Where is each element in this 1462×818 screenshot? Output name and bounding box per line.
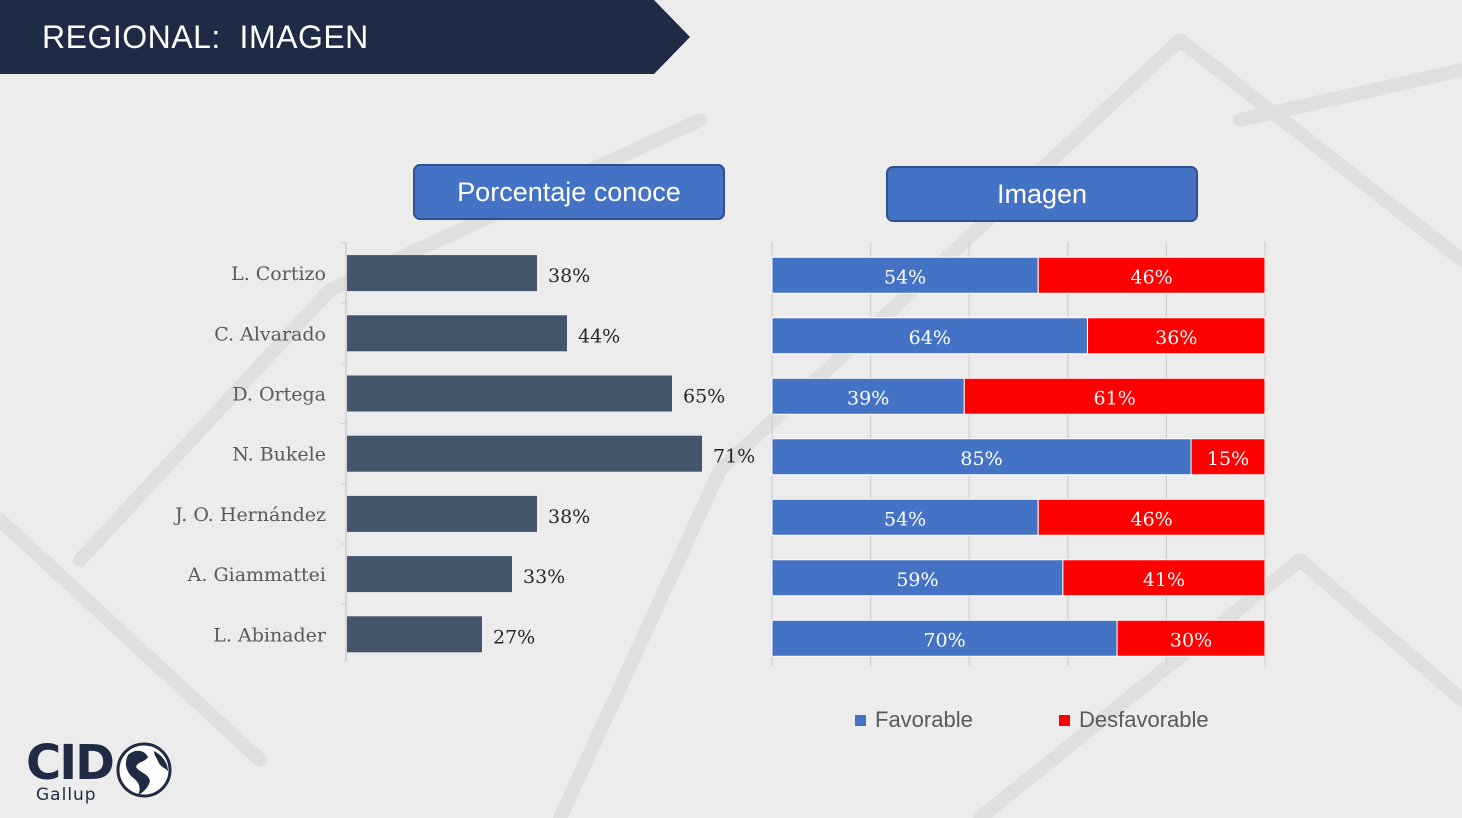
conoce-data-label: 38% [548,506,590,528]
desfavorable-bar [1062,559,1266,597]
favorable-data-label: 54% [884,266,926,288]
legend-desfavorable: Desfavorable [1059,707,1209,733]
conoce-category-label: L. Abinader [213,624,327,646]
favorable-data-label: 54% [884,508,926,530]
favorable-bar [771,256,1039,294]
page-title: REGIONAL: IMAGEN [42,19,369,55]
conoce-category-label: N. Bukele [232,444,326,466]
desfavorable-data-label: 15% [1207,448,1249,470]
conoce-bar [347,375,672,412]
legend-favorable-swatch [855,714,866,726]
conoce-data-label: 27% [493,626,535,648]
favorable-data-label: 39% [847,387,889,409]
conoce-data-label: 71% [713,446,755,468]
favorable-data-label: 70% [923,629,965,651]
imagen-chart: 54% 46% 64% 36% 39% 61% 85% 15% 54% 46% 59% 41% 70% 3… [771,242,1266,666]
conoce-category-label: J. O. Hernández [173,504,326,526]
desfavorable-bar [1087,317,1266,355]
favorable-data-label: 64% [909,327,951,349]
conoce-bar [347,435,702,472]
cid-gallup-logo: CID Gallup [26,735,176,810]
desfavorable-bar [1037,256,1266,294]
logo-text: CID [26,735,115,791]
legend-favorable-label: Favorable [875,707,973,732]
desfavorable-data-label: 41% [1143,569,1185,591]
favorable-bar [771,317,1089,355]
desfavorable-data-label: 36% [1155,327,1197,349]
desfavorable-bar [963,377,1266,415]
desfavorable-data-label: 61% [1094,387,1136,409]
conoce-bar [347,556,512,593]
favorable-bar [771,438,1192,476]
favorable-data-label: 59% [896,569,938,591]
legend-desfavorable-label: Desfavorable [1079,707,1209,732]
legend-favorable: Favorable [855,707,973,733]
favorable-bar [771,377,965,415]
desfavorable-bar [1116,619,1266,657]
favorable-bar [771,619,1118,657]
conoce-bar [347,616,482,653]
conoce-bar [347,255,537,292]
conoce-category-label: C. Alvarado [214,323,326,345]
conoce-data-label: 38% [548,265,590,287]
conoce-category-label: A. Giammattei [187,564,326,586]
conoce-panel-header: Porcentaje conoce [413,164,725,220]
conoce-data-label: 33% [523,566,565,588]
conoce-data-label: 44% [578,325,620,347]
logo-subtext: Gallup [36,785,97,805]
title-banner [0,0,690,74]
favorable-bar [771,498,1039,536]
conoce-category-label: D. Ortega [232,384,326,406]
desfavorable-data-label: 30% [1170,629,1212,651]
globe-icon [116,742,172,798]
desfavorable-data-label: 46% [1130,508,1172,530]
imagen-panel-header: Imagen [886,166,1198,222]
conoce-chart: L. Cortizo 38% C. Alvarado 44% D. Ortega 65% N… [173,242,755,662]
conoce-bar [347,495,537,532]
legend-desfavorable-swatch [1059,714,1070,726]
desfavorable-data-label: 46% [1130,266,1172,288]
conoce-bar [347,315,567,352]
favorable-data-label: 85% [960,448,1002,470]
conoce-data-label: 65% [683,386,725,408]
desfavorable-bar [1037,498,1266,536]
conoce-category-label: L. Cortizo [231,263,326,285]
desfavorable-bar [1190,438,1266,476]
